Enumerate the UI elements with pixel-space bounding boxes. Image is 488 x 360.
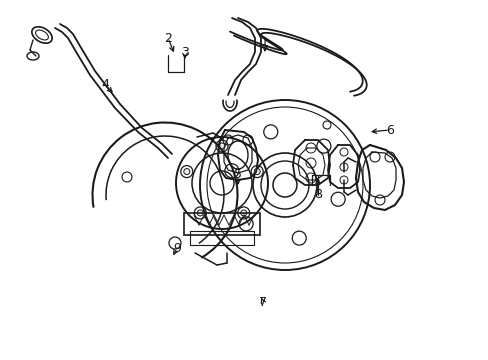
Text: 8: 8 — [313, 189, 321, 202]
Text: 4: 4 — [101, 78, 109, 91]
Text: 6: 6 — [385, 123, 393, 136]
Circle shape — [240, 210, 246, 216]
Circle shape — [219, 143, 224, 149]
Text: 5: 5 — [234, 168, 242, 181]
Text: 3: 3 — [181, 45, 188, 58]
Circle shape — [254, 168, 260, 175]
Circle shape — [183, 168, 189, 175]
Text: 7: 7 — [259, 296, 266, 309]
Text: 1: 1 — [261, 36, 268, 49]
Circle shape — [197, 210, 203, 216]
Text: 9: 9 — [173, 242, 181, 255]
Text: 2: 2 — [164, 31, 172, 45]
